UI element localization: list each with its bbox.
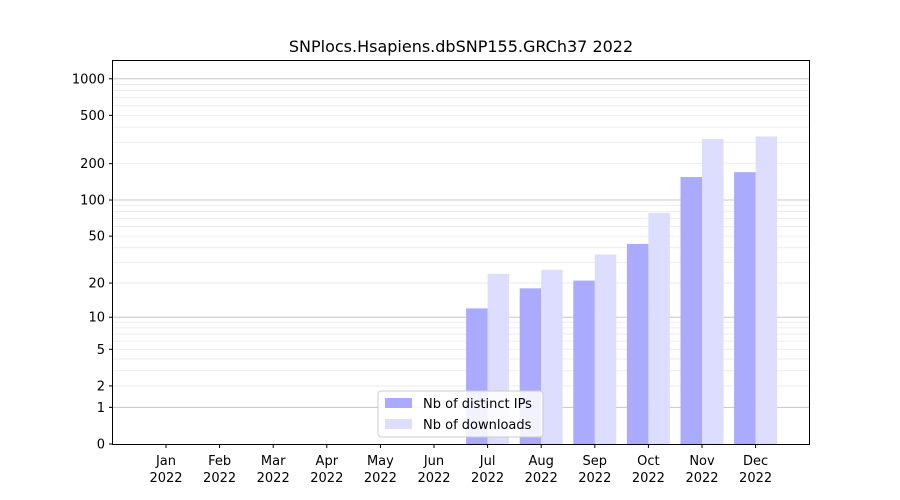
y-tick-label: 10	[88, 311, 105, 326]
bar-distinct-ips	[573, 280, 595, 444]
x-tick-label-year: 2022	[578, 471, 611, 486]
x-tick-label-year: 2022	[203, 471, 236, 486]
y-tick-label: 1	[97, 401, 105, 416]
x-tick-label-month: Jan	[155, 454, 176, 469]
bar-downloads	[541, 269, 563, 444]
y-tick-label: 500	[80, 109, 105, 124]
x-tick-label-month: Sep	[583, 454, 608, 469]
x-tick-label-month: Apr	[316, 454, 339, 469]
x-tick-label-year: 2022	[739, 471, 772, 486]
x-tick-label-year: 2022	[685, 471, 718, 486]
legend-label: Nb of downloads	[423, 418, 532, 433]
x-tick-label-year: 2022	[525, 471, 558, 486]
x-tick-label-year: 2022	[632, 471, 665, 486]
legend-swatch	[385, 398, 412, 408]
bar-downloads	[648, 213, 670, 444]
y-tick-label: 50	[88, 230, 105, 245]
y-tick-label: 0	[97, 438, 105, 453]
bar-downloads	[755, 136, 778, 444]
legend: Nb of distinct IPs Nb of downloads	[377, 390, 544, 438]
legend-box	[377, 390, 544, 438]
x-axis: Jan 2022 Feb 2022 Mar 2022 Apr 2022 May 2022 Jun 20…	[149, 444, 772, 486]
bar-distinct-ips	[626, 243, 649, 444]
x-tick-label-month: May	[367, 454, 394, 469]
chart-title: SNPlocs.Hsapiens.dbSNP155.GRCh37 2022	[289, 37, 633, 56]
bar-downloads	[594, 254, 617, 444]
bar-downloads	[702, 138, 724, 444]
y-tick-label: 200	[80, 157, 105, 172]
x-tick-label-year: 2022	[310, 471, 343, 486]
x-tick-label-year: 2022	[471, 471, 504, 486]
y-axis: 0 1 2 5 10 20 50 100 200 500 1000	[72, 72, 113, 453]
y-tick-label: 1000	[72, 72, 105, 87]
bar-distinct-ips	[680, 177, 702, 444]
legend-swatch	[385, 419, 412, 429]
x-tick-label-year: 2022	[364, 471, 397, 486]
y-tick-label: 5	[97, 343, 105, 358]
x-tick-label-month: Oct	[637, 454, 659, 469]
x-tick-label-year: 2022	[417, 471, 450, 486]
x-tick-label-month: Mar	[261, 454, 286, 469]
x-tick-label-month: Aug	[529, 454, 554, 469]
x-tick-label-month: Dec	[743, 454, 768, 469]
bar-distinct-ips	[734, 172, 756, 445]
x-tick-label-month: Jun	[423, 454, 444, 469]
x-tick-label-month: Feb	[208, 454, 231, 469]
bars	[466, 136, 778, 445]
x-tick-label-year: 2022	[149, 471, 182, 486]
y-tick-label: 2	[97, 379, 105, 394]
x-tick-label-month: Nov	[689, 454, 715, 469]
plot-frame	[112, 60, 810, 445]
y-tick-label: 20	[88, 277, 105, 292]
x-tick-label-year: 2022	[257, 471, 290, 486]
y-tick-label: 100	[80, 194, 105, 209]
legend-label: Nb of distinct IPs	[423, 397, 532, 412]
x-tick-label-month: Jul	[479, 454, 496, 469]
